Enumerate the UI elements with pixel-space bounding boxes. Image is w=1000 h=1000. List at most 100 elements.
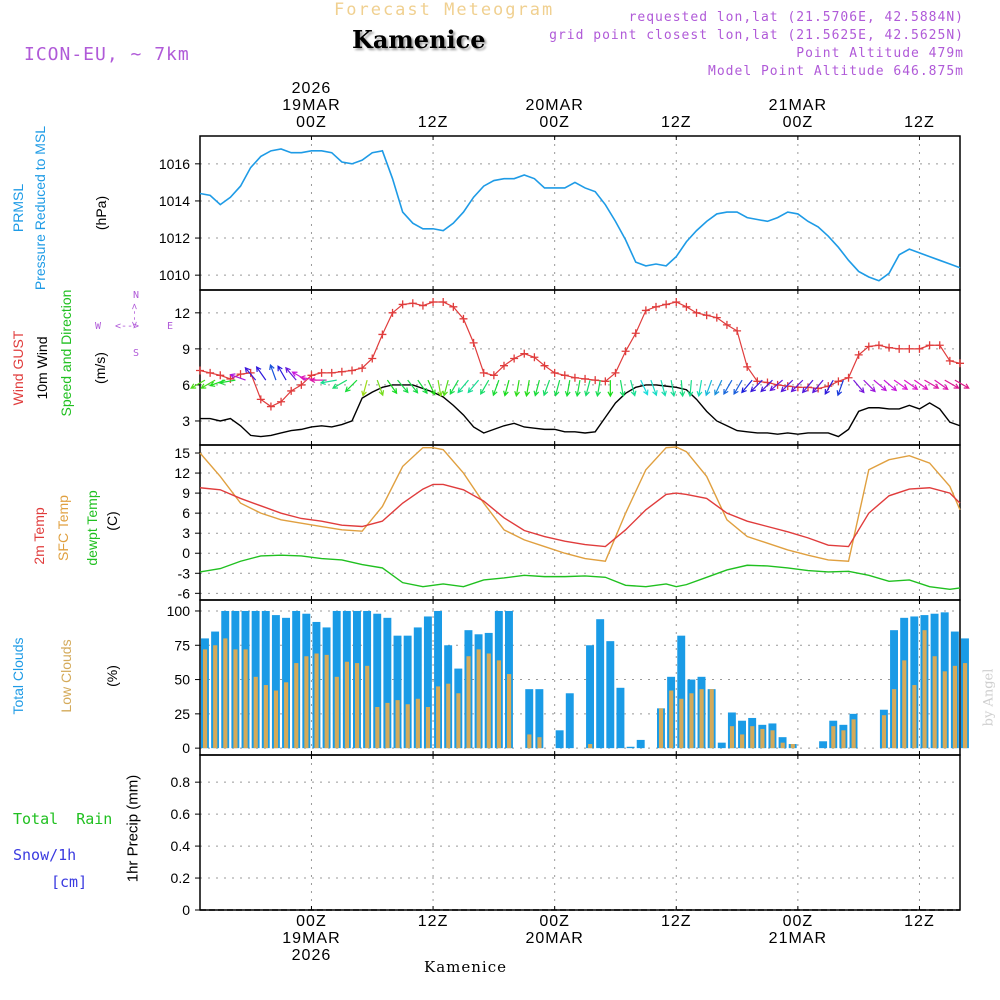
low-cloud-bar	[355, 663, 360, 749]
total-cloud-bar	[373, 613, 382, 749]
wind-direction-arrow	[640, 379, 649, 396]
gust-marker	[348, 366, 356, 375]
wind-direction-arrow	[376, 379, 385, 397]
low-cloud-bar	[284, 682, 289, 749]
low-cloud-bar	[385, 702, 390, 749]
gust-marker	[641, 306, 650, 315]
low-cloud-bar	[344, 661, 349, 749]
wind-direction-arrow	[750, 379, 763, 393]
wind-direction-arrow	[812, 379, 824, 394]
gust-marker	[317, 368, 326, 377]
y-tick-label: 0	[182, 902, 190, 918]
gust-marker	[631, 329, 640, 338]
low-cloud-bar	[922, 630, 927, 749]
low-cloud-bar	[294, 663, 299, 749]
gust-marker	[662, 300, 671, 309]
low-cloud-bar	[892, 689, 897, 749]
wind-direction-arrow	[277, 365, 287, 381]
gust-marker	[520, 349, 529, 358]
wind-direction-arrow	[229, 373, 246, 381]
wind-direction-arrow	[514, 380, 520, 398]
total-cloud-bar	[271, 615, 280, 749]
y-tick-label: 0	[182, 740, 190, 756]
wind-direction-arrow	[442, 379, 449, 397]
wind-direction-arrow	[741, 379, 753, 394]
y-tick-label: 75	[174, 637, 190, 653]
y-tick-label: 12	[174, 465, 190, 481]
wind-direction-arrow	[503, 379, 510, 397]
gust-marker	[196, 366, 204, 375]
low-cloud-bar	[851, 719, 856, 749]
low-cloud-bar	[486, 653, 491, 749]
wind-direction-arrow	[679, 380, 686, 398]
wind-direction-arrow	[924, 379, 940, 389]
gust-marker	[864, 342, 873, 351]
gust-marker	[591, 376, 600, 385]
y-tick-label: 3	[182, 525, 190, 541]
low-cloud-bar	[881, 715, 887, 749]
wind-direction-arrow	[244, 366, 257, 381]
total-cloud-bar	[586, 645, 594, 749]
gust-marker	[611, 368, 620, 377]
low-cloud-bar	[942, 671, 947, 749]
wind-direction-arrow	[533, 379, 540, 397]
gust-marker	[398, 300, 407, 309]
grid-point-coords: grid point closest lon,lat (21.5625E, 42…	[549, 28, 964, 43]
gust-marker	[479, 368, 488, 377]
low-cloud-bar	[709, 689, 714, 749]
wind-direction-arrow	[269, 363, 277, 381]
total-cloud-bar	[910, 616, 919, 749]
compass-s: S	[133, 348, 140, 359]
y-tick-label: 15	[174, 445, 190, 461]
low-cloud-bar	[466, 656, 471, 749]
gust-marker	[540, 361, 549, 370]
total-cloud-bar	[413, 627, 422, 749]
low-cloud-bar	[689, 693, 694, 749]
gust-marker	[652, 302, 660, 311]
time-label: 00Z 20MAR	[525, 913, 584, 947]
low-cloud-bar	[770, 730, 775, 749]
time-label: 12Z	[904, 913, 935, 930]
wind-direction-arrow	[467, 379, 480, 394]
low-cloud-bar	[273, 690, 279, 749]
low-cloud-bar	[446, 683, 451, 749]
total-cloud-bar	[525, 689, 534, 749]
gust-marker	[429, 298, 438, 307]
low-cloud-bar	[456, 693, 461, 749]
low-cloud-bar	[405, 704, 410, 749]
wind-direction-arrow	[824, 379, 834, 396]
snow-label: Snow/1h	[13, 846, 77, 864]
gust-marker	[439, 298, 448, 307]
low-cloud-bar	[932, 656, 937, 749]
gust-marker	[277, 397, 286, 406]
wind-direction-arrow	[607, 380, 614, 398]
wind-direction-arrow	[595, 380, 602, 398]
gust-marker	[327, 368, 336, 377]
gust-marker	[256, 395, 265, 404]
point-altitude: Point Altitude 479m	[796, 46, 964, 61]
rain-label: Total Rain	[13, 810, 113, 828]
low-cloud-bar	[223, 638, 228, 749]
gust-marker	[358, 364, 367, 373]
wind-direction-arrow	[863, 379, 876, 393]
low-cloud-bar	[375, 706, 380, 749]
low-cloud-bar	[314, 653, 319, 749]
wind-direction-arrow	[480, 379, 490, 396]
gust-marker	[581, 374, 590, 383]
gust-line	[199, 301, 961, 408]
compass-w: W	[95, 321, 102, 332]
low-cloud-bar	[740, 734, 745, 749]
gust-marker	[550, 368, 559, 377]
wind-direction-arrow	[780, 379, 794, 393]
low-cloud-bar	[365, 665, 370, 749]
y-tick-label: 25	[174, 706, 190, 722]
gust-marker	[216, 371, 225, 380]
compass-we-arrow: <-->	[115, 321, 140, 332]
y-tick-label: 6	[182, 505, 190, 521]
pressure-line	[199, 148, 961, 282]
gust-marker	[297, 380, 306, 389]
wind-direction-arrow	[200, 379, 216, 389]
compass-n: N	[133, 290, 140, 301]
y-tick-label: 0.2	[171, 870, 191, 886]
gust-marker	[388, 308, 397, 317]
